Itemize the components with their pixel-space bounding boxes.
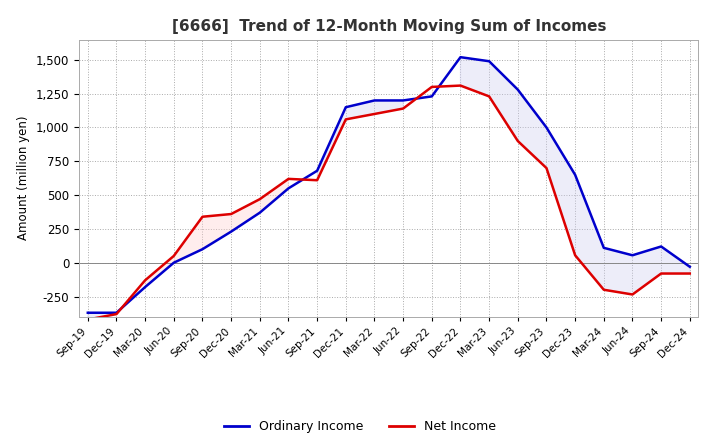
Ordinary Income bbox=[428, 94, 436, 99]
Net Income bbox=[312, 178, 321, 183]
Ordinary Income bbox=[256, 210, 264, 215]
Ordinary Income bbox=[513, 87, 522, 92]
Ordinary Income bbox=[284, 186, 293, 191]
Net Income bbox=[284, 176, 293, 182]
Net Income bbox=[600, 287, 608, 293]
Line: Net Income: Net Income bbox=[88, 85, 690, 319]
Ordinary Income bbox=[657, 244, 665, 249]
Net Income bbox=[428, 84, 436, 90]
Net Income bbox=[227, 211, 235, 216]
Net Income bbox=[685, 271, 694, 276]
Net Income bbox=[84, 317, 92, 322]
Ordinary Income bbox=[685, 264, 694, 269]
Y-axis label: Amount (million yen): Amount (million yen) bbox=[17, 116, 30, 240]
Net Income bbox=[657, 271, 665, 276]
Net Income bbox=[571, 253, 580, 258]
Net Income bbox=[485, 94, 493, 99]
Title: [6666]  Trend of 12-Month Moving Sum of Incomes: [6666] Trend of 12-Month Moving Sum of I… bbox=[171, 19, 606, 34]
Ordinary Income bbox=[600, 245, 608, 250]
Ordinary Income bbox=[485, 59, 493, 64]
Net Income bbox=[141, 278, 150, 283]
Ordinary Income bbox=[341, 105, 350, 110]
Ordinary Income bbox=[628, 253, 636, 258]
Ordinary Income bbox=[198, 246, 207, 252]
Net Income bbox=[542, 165, 551, 171]
Ordinary Income bbox=[227, 229, 235, 234]
Ordinary Income bbox=[399, 98, 408, 103]
Net Income bbox=[628, 292, 636, 297]
Ordinary Income bbox=[84, 310, 92, 315]
Net Income bbox=[112, 312, 121, 317]
Net Income bbox=[370, 111, 379, 117]
Ordinary Income bbox=[141, 284, 150, 290]
Net Income bbox=[341, 117, 350, 122]
Line: Ordinary Income: Ordinary Income bbox=[88, 57, 690, 313]
Ordinary Income bbox=[456, 55, 465, 60]
Ordinary Income bbox=[370, 98, 379, 103]
Ordinary Income bbox=[571, 172, 580, 177]
Net Income bbox=[169, 253, 178, 259]
Legend: Ordinary Income, Net Income: Ordinary Income, Net Income bbox=[220, 415, 500, 438]
Net Income bbox=[456, 83, 465, 88]
Net Income bbox=[399, 106, 408, 111]
Net Income bbox=[256, 197, 264, 202]
Ordinary Income bbox=[312, 168, 321, 173]
Ordinary Income bbox=[169, 260, 178, 265]
Net Income bbox=[513, 138, 522, 143]
Net Income bbox=[198, 214, 207, 220]
Ordinary Income bbox=[112, 310, 121, 315]
Ordinary Income bbox=[542, 125, 551, 130]
